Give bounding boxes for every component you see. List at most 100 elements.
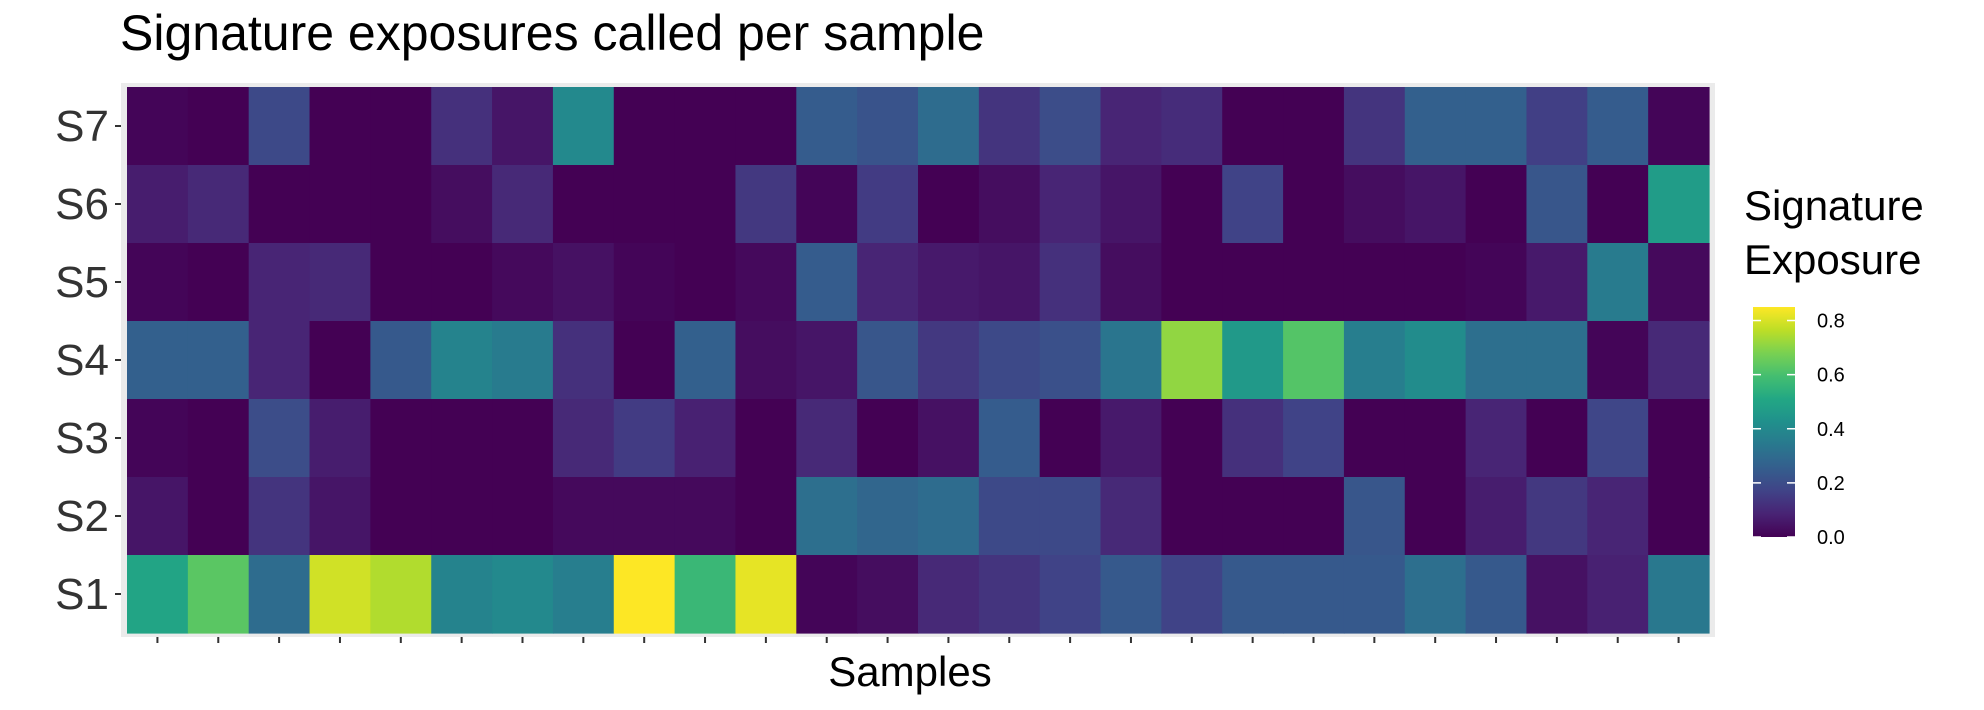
heatmap-cell-S6-16 [1039,165,1102,244]
legend-tick-label-0: 0.8 [1817,311,1845,333]
heatmap-cell-S3-13 [857,399,919,478]
heatmap-cell-S2-25 [1587,477,1649,556]
heatmap-cell-S5-18 [1161,243,1223,322]
heatmap-cell-S1-19 [1222,555,1284,634]
heatmap-cell-S4-21 [1343,321,1406,400]
heatmap-cell-S5-16 [1039,243,1102,322]
heatmap-cell-S6-5 [370,165,432,244]
heatmap-cell-S3-23 [1465,399,1528,478]
heatmap-cell-S4-14 [918,321,980,400]
heatmap-cell-S2-21 [1343,477,1406,556]
heatmap-cell-S7-2 [187,87,250,166]
heatmap-cell-S6-14 [918,165,980,244]
legend-tick-label-3: 0.2 [1817,473,1845,495]
heatmap-cell-S1-11 [735,555,797,634]
heatmap-cell-S7-9 [613,87,676,166]
heatmap-cell-S2-4 [309,477,371,556]
heatmap-cell-S5-24 [1526,243,1588,322]
y-tick-label-S5: S5 [55,258,109,307]
heatmap-cell-S3-9 [613,399,676,478]
heatmap-cell-S5-21 [1343,243,1406,322]
legend-title-line-2: Exposure [1744,236,1921,283]
heatmap-cell-S4-13 [857,321,919,400]
heatmap-cell-S3-20 [1283,399,1345,478]
chart-title: Signature exposures called per sample [120,5,984,61]
heatmap-cell-S5-13 [857,243,919,322]
heatmap-cell-S7-10 [674,87,737,166]
heatmap-cell-S3-10 [674,399,737,478]
heatmap-cell-S7-16 [1039,87,1102,166]
heatmap-cell-S7-11 [735,87,797,166]
heatmap-cell-S4-16 [1039,321,1102,400]
heatmap-cell-S2-19 [1222,477,1284,556]
heatmap-cell-S4-22 [1404,321,1467,400]
heatmap-cell-S6-6 [431,165,493,244]
heatmap-cell-S5-11 [735,243,797,322]
heatmap-cell-S5-19 [1222,243,1284,322]
heatmap-cell-S1-8 [552,555,615,634]
heatmap-cell-S4-7 [492,321,554,400]
y-tick-label-S1: S1 [55,570,109,619]
heatmap-cell-S2-24 [1526,477,1588,556]
heatmap-cell-S5-12 [796,243,858,322]
heatmap-cell-S1-17 [1100,555,1162,634]
heatmap-cell-S2-16 [1039,477,1102,556]
heatmap-cell-S1-14 [918,555,980,634]
heatmap-cell-S1-15 [978,555,1041,634]
heatmap-cell-S5-3 [248,243,311,322]
heatmap-cell-S2-8 [552,477,615,556]
heatmap-cell-S6-23 [1465,165,1528,244]
y-tick-label-S3: S3 [55,414,109,463]
heatmap-cell-S2-20 [1283,477,1345,556]
heatmap-cell-S4-23 [1465,321,1528,400]
heatmap-cell-S3-3 [248,399,311,478]
heatmap-cell-S1-21 [1343,555,1406,634]
heatmap-cell-S3-8 [552,399,615,478]
heatmap-cell-S4-18 [1161,321,1223,400]
heatmap-cell-S1-24 [1526,555,1588,634]
heatmap-cell-S4-9 [613,321,676,400]
heatmap-cell-S7-26 [1648,87,1710,166]
heatmap-cell-S5-6 [431,243,493,322]
heatmap-cell-S1-1 [127,555,189,634]
heatmap-cell-S4-15 [978,321,1041,400]
heatmap-cell-S6-26 [1648,165,1710,244]
heatmap-cell-S3-4 [309,399,371,478]
heatmap-cell-S2-10 [674,477,737,556]
heatmap-cell-S6-3 [248,165,311,244]
heatmap-cell-S6-19 [1222,165,1284,244]
heatmap-cell-S1-22 [1404,555,1467,634]
heatmap-cell-S2-26 [1648,477,1710,556]
heatmap-cell-S5-2 [187,243,250,322]
y-tick-label-S4: S4 [55,336,109,385]
heatmap-cell-S3-7 [492,399,554,478]
heatmap-cell-S7-18 [1161,87,1223,166]
heatmap-cell-S5-17 [1100,243,1162,322]
heatmap-cell-S4-2 [187,321,250,400]
heatmap-cell-S1-2 [187,555,250,634]
heatmap-cell-S5-20 [1283,243,1345,322]
heatmap-cell-S6-24 [1526,165,1588,244]
legend-ticks: 0.8 0.6 0.4 0.2 0.0 [1753,311,1845,549]
heatmap-cell-S3-25 [1587,399,1649,478]
heatmap-cell-S2-18 [1161,477,1223,556]
heatmap-cells [127,87,1710,634]
heatmap-cell-S3-24 [1526,399,1588,478]
heatmap-cell-S2-17 [1100,477,1162,556]
heatmap-cell-S5-14 [918,243,980,322]
heatmap-cell-S5-4 [309,243,371,322]
heatmap-cell-S4-10 [674,321,737,400]
heatmap-cell-S6-13 [857,165,919,244]
heatmap-cell-S7-8 [552,87,615,166]
heatmap-cell-S3-21 [1343,399,1406,478]
heatmap-cell-S2-3 [248,477,311,556]
heatmap-cell-S1-18 [1161,555,1223,634]
heatmap-cell-S3-18 [1161,399,1223,478]
heatmap-cell-S7-24 [1526,87,1588,166]
heatmap-cell-S4-17 [1100,321,1162,400]
heatmap-cell-S4-19 [1222,321,1284,400]
legend-tick-label-2: 0.4 [1817,419,1845,441]
heatmap-cell-S4-4 [309,321,371,400]
heatmap-cell-S4-3 [248,321,311,400]
